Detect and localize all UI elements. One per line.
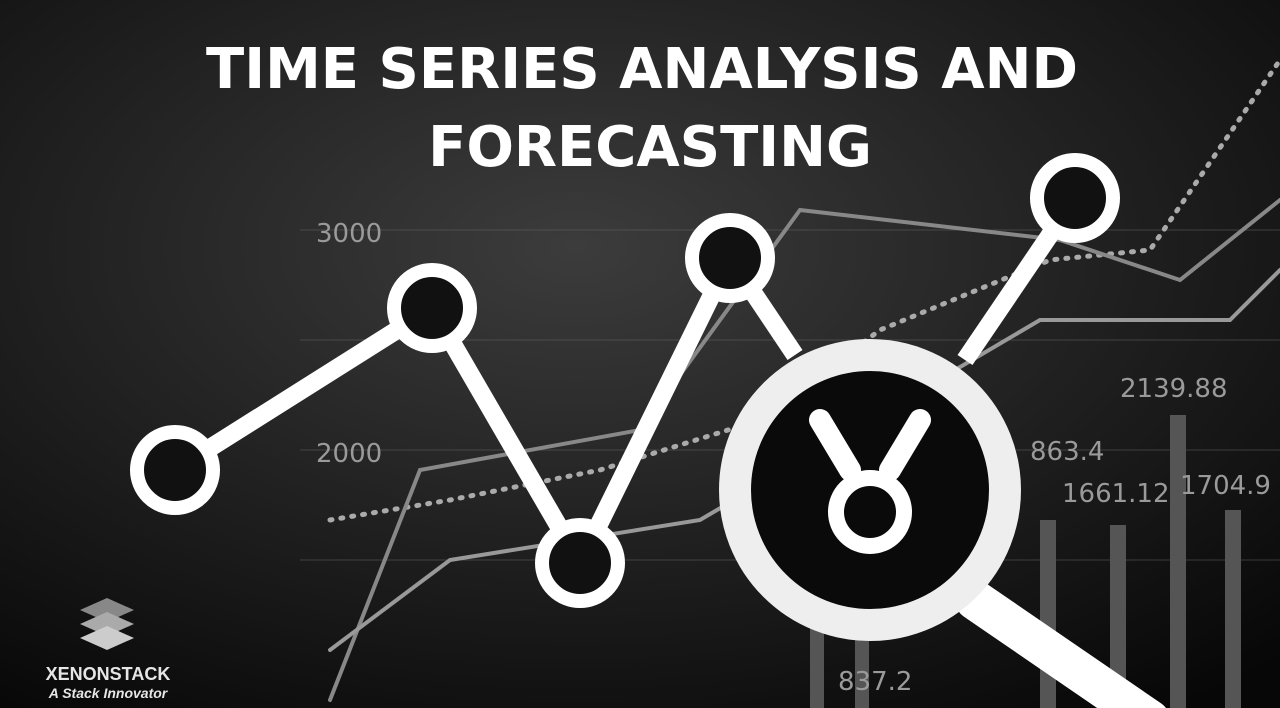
bg-label: 1661.12 bbox=[1062, 479, 1170, 509]
logo-icon bbox=[80, 598, 134, 650]
trend-points bbox=[130, 153, 1120, 608]
logo-name: XENONSTACK bbox=[46, 664, 171, 684]
bg-label: 2139.88 bbox=[1120, 374, 1228, 404]
magnifier bbox=[719, 339, 1166, 708]
title-line: FORECASTING bbox=[428, 115, 872, 180]
bg-label: 3000 bbox=[316, 219, 382, 249]
title-line: TIME SERIES ANALYSIS AND bbox=[206, 37, 1078, 102]
bg-label: 863.4 bbox=[1030, 437, 1104, 467]
logo-tagline: A Stack Innovator bbox=[48, 685, 169, 701]
bg-label: 2000 bbox=[316, 439, 382, 469]
bg-label: 1704.9 bbox=[1180, 471, 1271, 501]
bg-label: 837.2 bbox=[838, 667, 912, 697]
